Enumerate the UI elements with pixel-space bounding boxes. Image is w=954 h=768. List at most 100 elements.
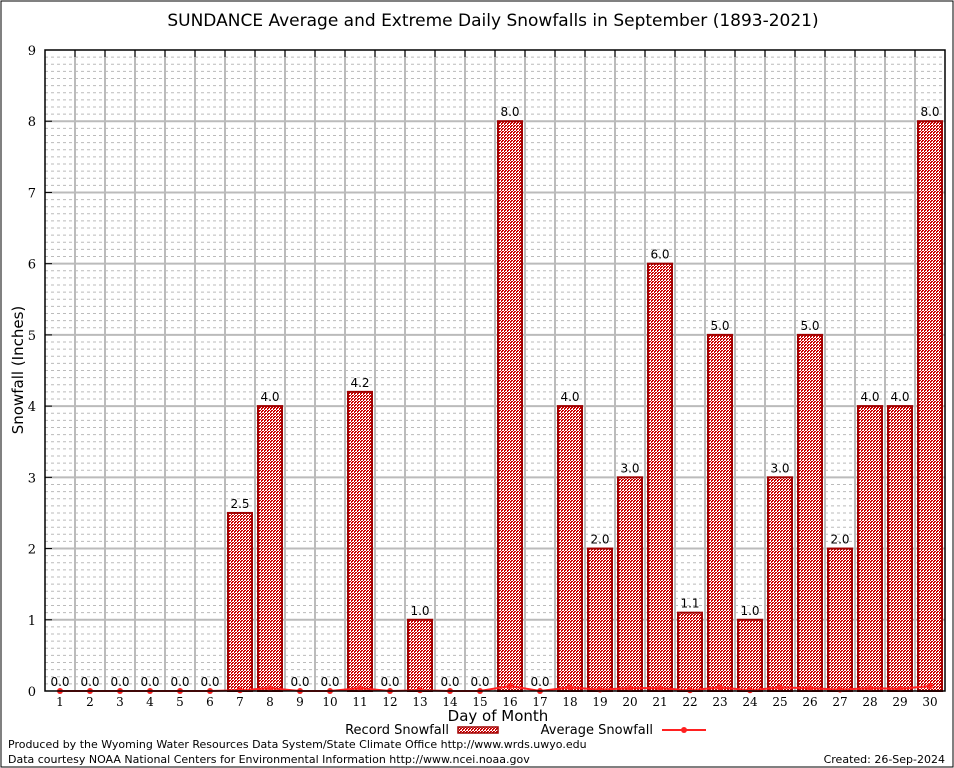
x-tick-label: 22 <box>682 695 697 709</box>
x-tick-label: 1 <box>56 695 64 709</box>
average-point <box>267 685 273 692</box>
grid <box>45 50 945 691</box>
y-tick-label: 7 <box>28 186 36 201</box>
chart-title: SUNDANCE Average and Extreme Daily Snowf… <box>167 11 818 31</box>
record-bar <box>407 618 433 692</box>
x-tick-label: 15 <box>472 695 487 709</box>
bar-value-label: 0.0 <box>290 675 309 689</box>
bar-value-label: 4.0 <box>260 390 279 404</box>
record-bar <box>647 262 673 692</box>
x-tick-label: 21 <box>652 695 667 709</box>
data-labels: 0.0 0.0 0.0 0.0 0.0 0.0 2.5 4.0 0.0 0.0 4.2 0.0 1.0 0… <box>50 105 939 689</box>
bar-value-label: 8.0 <box>920 105 939 119</box>
x-tick-label: 20 <box>622 695 637 709</box>
bar-value-label: 0.0 <box>140 675 159 689</box>
bar-value-label: 2.0 <box>590 533 609 547</box>
record-bar <box>827 547 853 692</box>
bar-value-label: 0.0 <box>320 675 339 689</box>
average-point <box>627 685 633 692</box>
x-tick-label: 25 <box>772 695 787 709</box>
x-tick-label: 29 <box>892 695 907 709</box>
x-tick-label: 27 <box>832 695 847 709</box>
record-bar <box>737 618 763 692</box>
record-bar <box>917 120 943 692</box>
x-tick-label: 11 <box>352 695 367 709</box>
y-tick-label: 6 <box>28 258 36 273</box>
bar-value-label: 4.2 <box>350 376 369 390</box>
legend-record-label: Record Snowfall <box>345 723 449 738</box>
record-bar <box>617 476 643 693</box>
footer-courtesy: Data courtesy NOAA National Centers for … <box>8 753 530 766</box>
bar-value-label: 1.0 <box>740 604 759 618</box>
bar-value-label: 0.0 <box>470 675 489 689</box>
average-point <box>807 685 813 692</box>
footer-created: Created: 26-Sep-2024 <box>824 753 945 766</box>
average-point <box>357 685 363 692</box>
x-tick-label: 10 <box>322 695 337 709</box>
x-tick-label: 13 <box>412 695 427 709</box>
bar-value-label: 3.0 <box>620 461 639 475</box>
average-point <box>567 684 573 691</box>
x-tick-label: 19 <box>592 695 607 709</box>
x-tick-label: 7 <box>236 695 244 709</box>
x-tick-label: 28 <box>862 695 877 709</box>
bar-value-label: 6.0 <box>650 248 669 262</box>
legend-average-label: Average Snowfall <box>541 723 653 738</box>
record-bar <box>887 405 913 692</box>
bar-value-label: 0.0 <box>170 675 189 689</box>
average-point <box>507 683 513 690</box>
bar-value-label: 4.0 <box>560 390 579 404</box>
bar-value-label: 4.0 <box>860 390 879 404</box>
x-tick-label: 24 <box>742 695 758 709</box>
x-tick-label: 6 <box>206 695 214 709</box>
bars <box>227 120 943 693</box>
average-point <box>867 685 873 692</box>
y-tick-label: 0 <box>28 685 36 700</box>
bar-value-label: 1.1 <box>680 597 699 611</box>
average-point <box>657 685 663 692</box>
bar-value-label: 5.0 <box>710 319 729 333</box>
x-tick-label: 16 <box>502 695 517 709</box>
x-tick-label: 17 <box>532 695 547 709</box>
x-tick-label: 4 <box>146 695 154 709</box>
average-point <box>777 684 783 691</box>
x-tick-label: 12 <box>382 695 397 709</box>
x-tick-label: 18 <box>562 695 577 709</box>
bar-value-label: 2.5 <box>230 497 249 511</box>
x-tick-label: 26 <box>802 695 817 709</box>
y-tick-label: 3 <box>28 471 36 486</box>
bar-value-label: 0.0 <box>380 675 399 689</box>
x-axis-label: Day of Month <box>448 707 549 725</box>
record-bar <box>677 611 703 693</box>
record-bar <box>497 120 523 692</box>
legend-average-marker <box>681 727 687 733</box>
x-tick-label: 3 <box>116 695 124 709</box>
y-tick-label: 5 <box>28 329 36 344</box>
record-bar <box>707 333 733 692</box>
bar-value-label: 0.0 <box>530 675 549 689</box>
bar-value-label: 0.0 <box>110 675 129 689</box>
y-tick-label: 4 <box>28 400 36 415</box>
record-bar <box>797 333 823 692</box>
y-tick-label: 8 <box>28 115 36 130</box>
footer-produced: Produced by the Wyoming Water Resources … <box>8 738 587 751</box>
x-tick-label: 5 <box>176 695 184 709</box>
record-bar <box>227 511 253 693</box>
x-tick-label: 23 <box>712 695 727 709</box>
y-tick-label: 9 <box>28 44 36 59</box>
x-tick-label: 14 <box>442 695 458 709</box>
average-point <box>717 684 723 691</box>
bar-value-label: 4.0 <box>890 390 909 404</box>
record-bar <box>257 405 283 692</box>
record-bar <box>347 390 373 692</box>
bar-value-label: 0.0 <box>440 675 459 689</box>
legend-record-swatch <box>457 726 499 734</box>
bar-value-label: 8.0 <box>500 105 519 119</box>
bar-value-label: 5.0 <box>800 319 819 333</box>
bar-value-label: 0.0 <box>80 675 99 689</box>
bar-value-label: 2.0 <box>830 533 849 547</box>
y-tick-label: 1 <box>28 614 36 629</box>
x-tick-label: 30 <box>922 695 937 709</box>
